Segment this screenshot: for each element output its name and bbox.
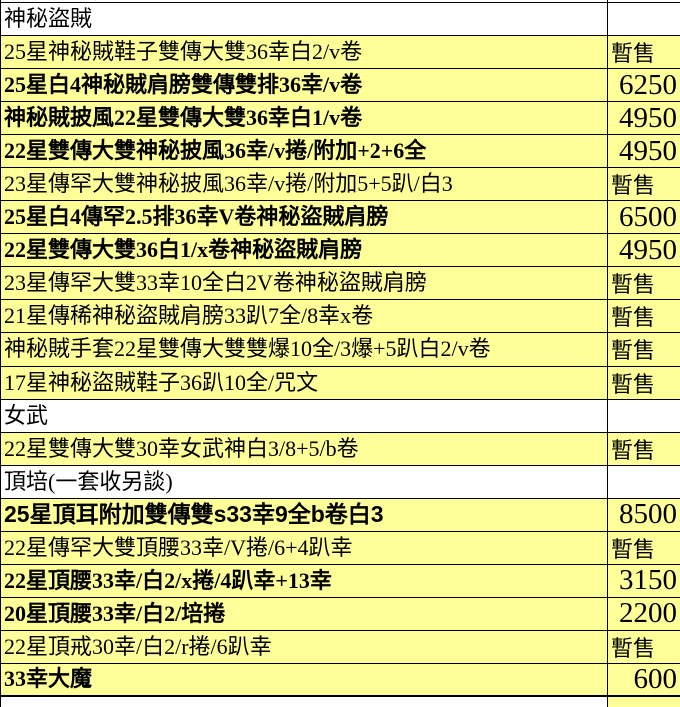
section-title-cell[interactable]: 神秘盜賊 — [1, 3, 607, 36]
item-name-cell[interactable]: 22星雙傳大雙神秘披風36幸/v捲/附加+2+6全 — [1, 135, 607, 168]
item-name-cell[interactable]: 17星神秘盜賊鞋子36趴10全/咒文 — [1, 366, 607, 399]
table-row: 23星傳罕大雙神秘披風36幸/v捲/附加5+5趴/白3 暫售 — [1, 168, 680, 202]
item-name-cell[interactable]: 25星神秘賊鞋子雙傳大雙36幸白2/v卷 — [1, 36, 607, 69]
price-cell[interactable]: 暫售 — [607, 36, 680, 69]
item-name-cell[interactable]: 22星傳罕大雙頂腰33幸/V捲/6+4趴幸 — [1, 531, 607, 564]
item-name-cell[interactable]: 神秘賊披風22星雙傳大雙36幸白1/v卷 — [1, 102, 607, 135]
table-row-partial-bottom — [1, 696, 680, 707]
item-name-cell[interactable]: 22星頂腰33幸/白2/x捲/4趴幸+13幸 — [1, 564, 607, 597]
table-row: 17星神秘盜賊鞋子36趴10全/咒文 暫售 — [1, 366, 680, 400]
table-row: 25星白4傳罕2.5排36幸V卷神秘盜賊肩膀 6500 — [1, 201, 680, 235]
price-cell[interactable]: 暫售 — [607, 531, 680, 564]
section-title-cell[interactable]: 女武 — [1, 399, 607, 432]
price-cell[interactable]: 暫售 — [607, 168, 680, 201]
price-cell[interactable]: 暫售 — [607, 432, 680, 465]
price-cell[interactable]: 暫售 — [607, 366, 680, 399]
table-row: 25星神秘賊鞋子雙傳大雙36幸白2/v卷 暫售 — [1, 36, 680, 70]
price-cell[interactable]: 8500 — [607, 498, 680, 531]
price-cell[interactable] — [607, 399, 680, 432]
item-name-cell[interactable]: 22星頂戒30幸/白2/r捲/6趴幸 — [1, 630, 607, 663]
item-name-cell[interactable]: 20星頂腰33幸/白2/培捲 — [1, 597, 607, 630]
table-row: 神秘賊披風22星雙傳大雙36幸白1/v卷 4950 — [1, 102, 680, 136]
item-name-cell[interactable]: 神秘賊手套22星雙傳大雙雙爆10全/3爆+5趴白2/v卷 — [1, 333, 607, 366]
price-cell[interactable]: 2200 — [607, 597, 680, 630]
price-cell[interactable]: 4950 — [607, 234, 680, 267]
item-name-cell[interactable]: 23星傳罕大雙神秘披風36幸/v捲/附加5+5趴/白3 — [1, 168, 607, 201]
price-cell[interactable] — [607, 3, 680, 36]
table-row: 21星傳稀神秘盜賊肩膀33趴7全/8幸x卷 暫售 — [1, 300, 680, 334]
price-cell[interactable]: 4950 — [607, 135, 680, 168]
price-cell[interactable]: 暫售 — [607, 267, 680, 300]
price-cell[interactable] — [607, 0, 680, 2]
price-cell[interactable] — [607, 696, 680, 707]
price-cell[interactable]: 6500 — [607, 201, 680, 234]
item-name-cell[interactable] — [1, 0, 607, 2]
price-cell[interactable] — [607, 465, 680, 498]
table-row: 23星傳罕大雙33幸10全白2V卷神秘盜賊肩膀 暫售 — [1, 267, 680, 301]
price-cell[interactable]: 3150 — [607, 564, 680, 597]
price-cell[interactable]: 暫售 — [607, 300, 680, 333]
item-name-cell[interactable]: 25星白4傳罕2.5排36幸V卷神秘盜賊肩膀 — [1, 201, 607, 234]
table-row: 33幸大魔 600 — [1, 663, 680, 697]
item-name-cell[interactable]: 23星傳罕大雙33幸10全白2V卷神秘盜賊肩膀 — [1, 267, 607, 300]
section-row: 女武 — [1, 399, 680, 433]
item-name-cell[interactable] — [1, 696, 607, 707]
item-name-cell[interactable]: 22星雙傳大雙36白1/x卷神秘盜賊肩膀 — [1, 234, 607, 267]
table-row-partial-top — [1, 0, 680, 3]
section-row: 頂培(一套收另談) — [1, 465, 680, 499]
item-name-cell[interactable]: 21星傳稀神秘盜賊肩膀33趴7全/8幸x卷 — [1, 300, 607, 333]
item-name-cell[interactable]: 25星白4神秘賊肩膀雙傳雙排36幸/v卷 — [1, 69, 607, 102]
table-row: 22星雙傳大雙神秘披風36幸/v捲/附加+2+6全 4950 — [1, 135, 680, 169]
table-row: 22星頂戒30幸/白2/r捲/6趴幸 暫售 — [1, 630, 680, 664]
price-cell[interactable]: 暫售 — [607, 333, 680, 366]
item-name-cell[interactable]: 33幸大魔 — [1, 663, 607, 695]
section-title-cell[interactable]: 頂培(一套收另談) — [1, 465, 607, 498]
item-name-cell[interactable]: 22星雙傳大雙30幸女武神白3/8+5/b卷 — [1, 432, 607, 465]
table-row: 22星傳罕大雙頂腰33幸/V捲/6+4趴幸 暫售 — [1, 531, 680, 565]
table-row: 25星頂耳附加雙傳雙s33幸9全b卷白3 8500 — [1, 498, 680, 532]
table-row: 22星頂腰33幸/白2/x捲/4趴幸+13幸 3150 — [1, 564, 680, 598]
table-row: 20星頂腰33幸/白2/培捲 2200 — [1, 597, 680, 631]
price-cell[interactable]: 600 — [607, 663, 680, 695]
table-row: 22星雙傳大雙36白1/x卷神秘盜賊肩膀 4950 — [1, 234, 680, 268]
table-row: 神秘賊手套22星雙傳大雙雙爆10全/3爆+5趴白2/v卷 暫售 — [1, 333, 680, 367]
price-cell[interactable]: 6250 — [607, 69, 680, 102]
item-name-cell[interactable]: 25星頂耳附加雙傳雙s33幸9全b卷白3 — [1, 498, 607, 531]
table-row: 22星雙傳大雙30幸女武神白3/8+5/b卷 暫售 — [1, 432, 680, 466]
price-cell[interactable]: 4950 — [607, 102, 680, 135]
section-row: 神秘盜賊 — [1, 3, 680, 37]
table-row: 25星白4神秘賊肩膀雙傳雙排36幸/v卷 6250 — [1, 69, 680, 103]
price-cell[interactable]: 暫售 — [607, 630, 680, 663]
